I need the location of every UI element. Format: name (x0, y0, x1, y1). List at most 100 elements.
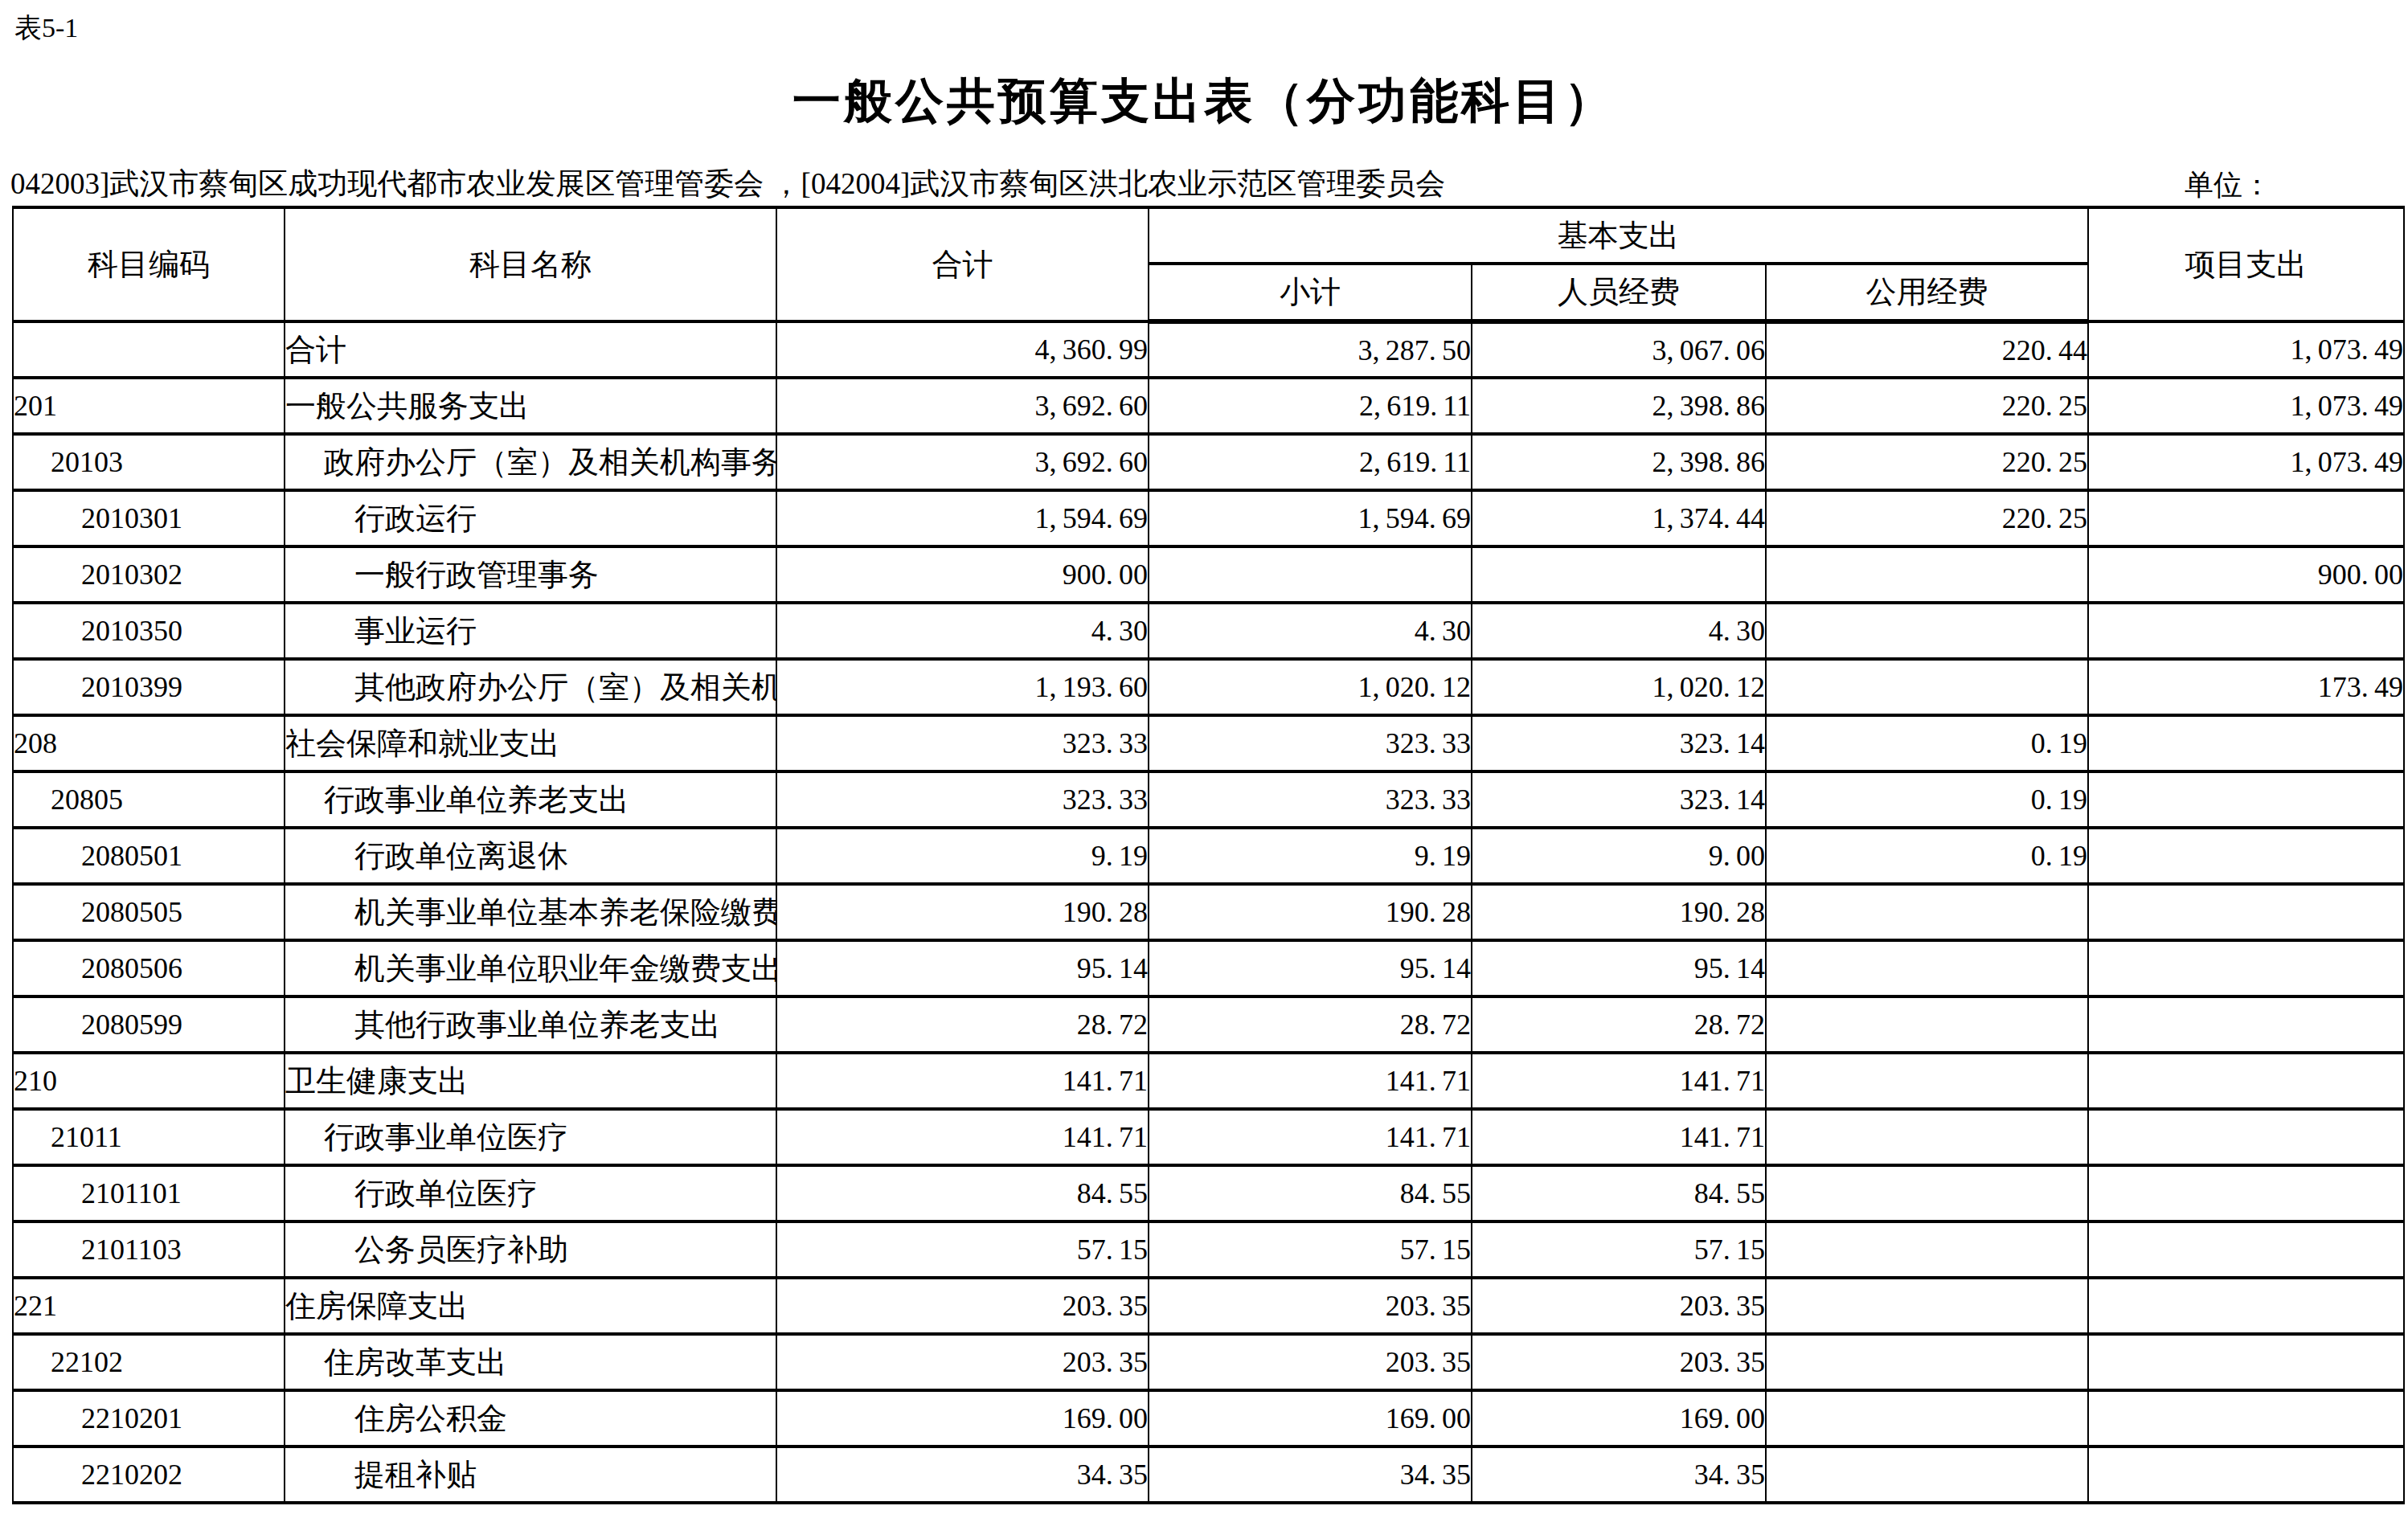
cell-project (2088, 884, 2404, 940)
cell-project: 1, 073. 49 (2088, 434, 2404, 490)
cell-basic-subtotal: 190. 28 (1149, 884, 1472, 940)
header-subject-name: 科目名称 (285, 207, 776, 321)
cell-code: 2010301 (13, 490, 285, 546)
cell-basic-subtotal: 2, 619. 11 (1149, 434, 1472, 490)
cell-total: 203. 35 (776, 1334, 1149, 1390)
table-row: 21011 行政事业单位医疗 141. 71 141. 71 141. 71 (13, 1109, 2404, 1165)
cell-project: 1, 073. 49 (2088, 378, 2404, 434)
cell-name: 提租补贴 (285, 1446, 776, 1503)
cell-public: 220. 25 (1766, 378, 2088, 434)
cell-public (1766, 1221, 2088, 1278)
cell-public (1766, 1278, 2088, 1334)
cell-basic-subtotal (1149, 546, 1472, 603)
cell-project (2088, 771, 2404, 828)
corner-label: 表5-1 (14, 10, 78, 47)
table-row: 20103 政府办公厅（室）及相关机构事务 3, 692. 60 2, 619.… (13, 434, 2404, 490)
unit-label: 单位： (2185, 166, 2271, 205)
cell-total: 4, 360. 99 (776, 321, 1149, 378)
cell-project (2088, 1109, 2404, 1165)
cell-name: 机关事业单位职业年金缴费支出 (285, 940, 776, 996)
cell-public: 0. 19 (1766, 715, 2088, 771)
cell-total: 95. 14 (776, 940, 1149, 996)
cell-total: 190. 28 (776, 884, 1149, 940)
cell-public (1766, 1446, 2088, 1503)
cell-name: 行政运行 (285, 490, 776, 546)
cell-code: 2210202 (13, 1446, 285, 1503)
header-basic-subtotal: 小计 (1149, 264, 1472, 321)
cell-name: 住房改革支出 (285, 1334, 776, 1390)
agency-subtitle: 042003]武汉市蔡甸区成功现代都市农业发展区管理管委会 ，[042004]武… (10, 164, 1445, 204)
header-total: 合计 (776, 207, 1149, 321)
cell-name: 行政事业单位养老支出 (285, 771, 776, 828)
cell-basic-subtotal: 4. 30 (1149, 603, 1472, 659)
cell-public (1766, 1109, 2088, 1165)
cell-personnel: 34. 35 (1472, 1446, 1766, 1503)
cell-project (2088, 603, 2404, 659)
cell-total: 3, 692. 60 (776, 434, 1149, 490)
cell-name: 社会保障和就业支出 (285, 715, 776, 771)
cell-code: 2210201 (13, 1390, 285, 1446)
table-row: 2080599 其他行政事业单位养老支出 28. 72 28. 72 28. 7… (13, 996, 2404, 1053)
cell-public: 0. 19 (1766, 771, 2088, 828)
table-row: 210 卫生健康支出 141. 71 141. 71 141. 71 (13, 1053, 2404, 1109)
cell-code: 2080599 (13, 996, 285, 1053)
table-body: 合计 4, 360. 99 3, 287. 50 3, 067. 06 220.… (13, 321, 2404, 1503)
cell-name: 住房公积金 (285, 1390, 776, 1446)
cell-code: 2010350 (13, 603, 285, 659)
cell-name: 卫生健康支出 (285, 1053, 776, 1109)
cell-personnel: 203. 35 (1472, 1334, 1766, 1390)
cell-basic-subtotal: 1, 020. 12 (1149, 659, 1472, 715)
cell-code: 21011 (13, 1109, 285, 1165)
cell-total: 169. 00 (776, 1390, 1149, 1446)
cell-total: 141. 71 (776, 1053, 1149, 1109)
cell-code: 2080505 (13, 884, 285, 940)
cell-basic-subtotal: 141. 71 (1149, 1109, 1472, 1165)
table-row: 2101103 公务员医疗补助 57. 15 57. 15 57. 15 (13, 1221, 2404, 1278)
cell-project (2088, 490, 2404, 546)
table-header: 科目编码 科目名称 合计 基本支出 项目支出 小计 人员经费 公用经费 (13, 207, 2404, 321)
cell-project (2088, 1053, 2404, 1109)
cell-project (2088, 715, 2404, 771)
cell-public (1766, 1334, 2088, 1390)
cell-code: 201 (13, 378, 285, 434)
table-row: 2010301 行政运行 1, 594. 69 1, 594. 69 1, 37… (13, 490, 2404, 546)
cell-total: 1, 594. 69 (776, 490, 1149, 546)
cell-project (2088, 1390, 2404, 1446)
cell-public (1766, 546, 2088, 603)
cell-total: 203. 35 (776, 1278, 1149, 1334)
cell-code: 2101103 (13, 1221, 285, 1278)
table-row: 合计 4, 360. 99 3, 287. 50 3, 067. 06 220.… (13, 321, 2404, 378)
cell-total: 57. 15 (776, 1221, 1149, 1278)
cell-name: 其他政府办公厅（室）及相关机构事务 (285, 659, 776, 715)
cell-total: 323. 33 (776, 771, 1149, 828)
table-row: 2080501 行政单位离退休 9. 19 9. 19 9. 00 0. 19 (13, 828, 2404, 884)
cell-name: 行政单位离退休 (285, 828, 776, 884)
cell-basic-subtotal: 28. 72 (1149, 996, 1472, 1053)
cell-public (1766, 884, 2088, 940)
cell-name: 其他行政事业单位养老支出 (285, 996, 776, 1053)
cell-basic-subtotal: 84. 55 (1149, 1165, 1472, 1221)
table-row: 221 住房保障支出 203. 35 203. 35 203. 35 (13, 1278, 2404, 1334)
cell-personnel: 141. 71 (1472, 1109, 1766, 1165)
cell-personnel: 203. 35 (1472, 1278, 1766, 1334)
cell-code: 2010399 (13, 659, 285, 715)
cell-code: 2101101 (13, 1165, 285, 1221)
cell-total: 1, 193. 60 (776, 659, 1149, 715)
cell-public (1766, 1165, 2088, 1221)
table-row: 208 社会保障和就业支出 323. 33 323. 33 323. 14 0.… (13, 715, 2404, 771)
cell-personnel: 57. 15 (1472, 1221, 1766, 1278)
cell-total: 3, 692. 60 (776, 378, 1149, 434)
cell-total: 9. 19 (776, 828, 1149, 884)
header-basic-expenditure-group: 基本支出 (1149, 207, 2088, 264)
cell-personnel (1472, 546, 1766, 603)
cell-personnel: 2, 398. 86 (1472, 434, 1766, 490)
table-row: 22102 住房改革支出 203. 35 203. 35 203. 35 (13, 1334, 2404, 1390)
cell-code: 20103 (13, 434, 285, 490)
cell-total: 900. 00 (776, 546, 1149, 603)
cell-code: 208 (13, 715, 285, 771)
cell-basic-subtotal: 34. 35 (1149, 1446, 1472, 1503)
cell-personnel: 323. 14 (1472, 771, 1766, 828)
cell-code: 20805 (13, 771, 285, 828)
cell-personnel: 4. 30 (1472, 603, 1766, 659)
cell-personnel: 9. 00 (1472, 828, 1766, 884)
